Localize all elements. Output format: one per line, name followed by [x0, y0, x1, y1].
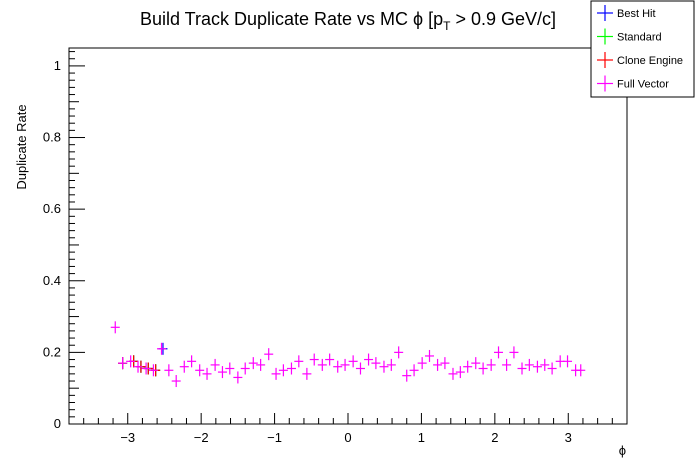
legend-label: Full Vector [617, 79, 669, 91]
y-tick-label: 0.4 [43, 273, 61, 288]
data-point [509, 346, 519, 359]
data-point [394, 346, 404, 359]
data-point [278, 364, 288, 377]
data-point [517, 362, 527, 375]
y-tick-label: 1 [54, 58, 61, 73]
data-point [157, 342, 167, 355]
data-point [187, 355, 197, 368]
data-point [286, 362, 296, 375]
data-point [210, 358, 220, 371]
x-tick-label: 2 [491, 430, 498, 445]
data-point [110, 321, 120, 334]
data-point [225, 362, 235, 375]
x-axis-label: ϕ [619, 443, 626, 458]
legend-entry: Clone Engine [597, 52, 683, 68]
data-point [126, 355, 136, 368]
legend-entry: Best Hit [597, 5, 656, 21]
x-tick-label: −2 [194, 430, 209, 445]
data-point [233, 371, 243, 384]
data-point [494, 346, 504, 359]
legend: Best Hit Standard Clone Engine Full Vector [590, 0, 695, 98]
data-point [576, 364, 586, 377]
data-point [417, 357, 427, 370]
y-axis-label: Duplicate Rate [14, 104, 29, 189]
y-tick-label: 0 [54, 416, 61, 431]
y-tick-label: 0.8 [43, 130, 61, 145]
data-point [502, 358, 512, 371]
data-point [325, 353, 335, 366]
x-tick-label: 0 [344, 430, 351, 445]
y-tick-label: 0.6 [43, 201, 61, 216]
y-tick-label: 0.2 [43, 344, 61, 359]
chart-title: Build Track Duplicate Rate vs MC ϕ [pT >… [140, 9, 556, 33]
x-axis: −3 −2 −1 0 1 2 3 [83, 413, 613, 445]
data-point [524, 358, 534, 371]
data-point [409, 364, 419, 377]
data-point [202, 367, 212, 380]
data-point [486, 358, 496, 371]
data-point [433, 358, 443, 371]
data-point [264, 348, 274, 361]
legend-entry: Full Vector [597, 75, 669, 92]
data-point [317, 358, 327, 371]
data-point [364, 353, 374, 366]
data-point [179, 360, 189, 373]
data-point [256, 358, 266, 371]
legend-entry: Standard [597, 28, 662, 45]
data-point [118, 357, 128, 370]
data-point [448, 367, 458, 380]
data-point [340, 358, 350, 371]
data-point [563, 355, 573, 368]
data-point [302, 367, 312, 380]
data-point [402, 369, 412, 382]
data-point [440, 357, 450, 370]
y-axis: 0 0.2 0.4 0.6 0.8 1 [43, 51, 85, 431]
legend-box [590, 0, 695, 98]
x-tick-label: −1 [267, 430, 282, 445]
data-point [333, 360, 343, 373]
data-point [240, 362, 250, 375]
data-point [386, 358, 396, 371]
data-point [294, 355, 304, 368]
data-point [463, 360, 473, 373]
data-point [248, 357, 258, 370]
x-tick-label: 1 [418, 430, 425, 445]
data-point [547, 362, 557, 375]
data-point [540, 358, 550, 371]
legend-label: Clone Engine [617, 55, 683, 67]
x-tick-label: −3 [120, 430, 135, 445]
legend-label: Best Hit [617, 8, 656, 20]
data-point [217, 366, 227, 379]
data-points [110, 321, 586, 388]
data-point [309, 353, 319, 366]
data-point [141, 362, 151, 375]
data-point [471, 357, 481, 370]
data-point [478, 362, 488, 375]
data-point [271, 367, 281, 380]
data-point [455, 366, 465, 379]
data-point [371, 357, 381, 370]
data-point [355, 362, 365, 375]
x-tick-label: 3 [565, 430, 572, 445]
data-point [164, 364, 174, 377]
data-point [424, 349, 434, 362]
data-point [148, 364, 158, 377]
data-point [171, 375, 181, 388]
data-point [133, 360, 143, 373]
data-point [348, 355, 358, 368]
data-point [379, 360, 389, 373]
data-point [195, 364, 205, 377]
data-point [532, 360, 542, 373]
legend-label: Standard [617, 32, 662, 44]
